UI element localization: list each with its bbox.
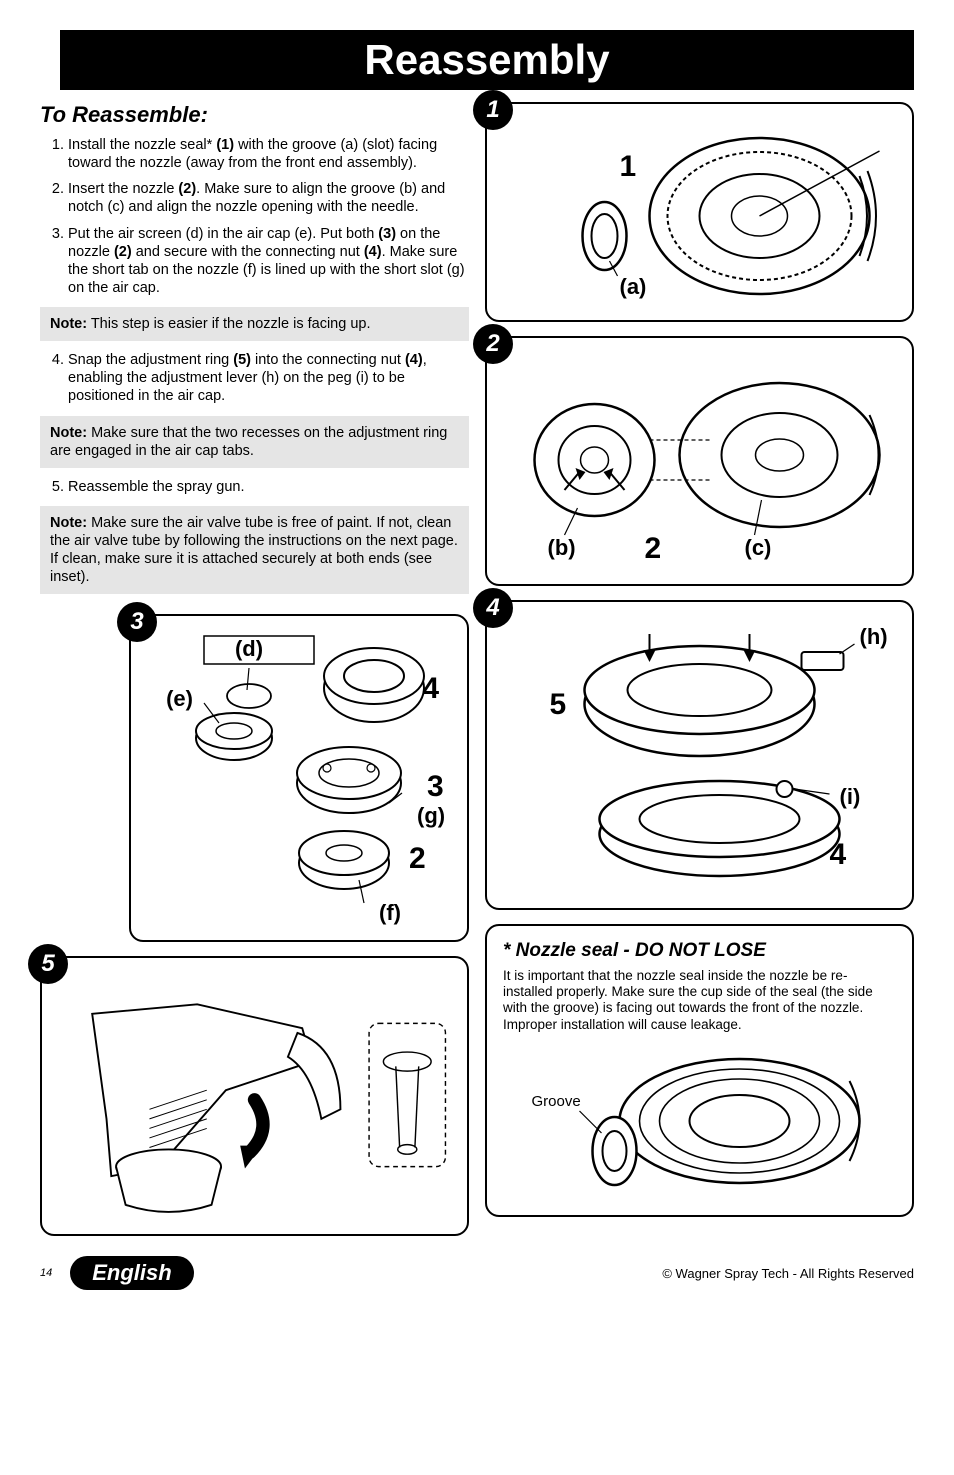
figure-1-svg: 1 (a) <box>499 116 900 306</box>
figure-badge-1: 1 <box>473 90 513 130</box>
step-5: Reassemble the spray gun. <box>68 478 469 496</box>
label-2p: 2 <box>409 842 426 875</box>
label-5: 5 <box>550 688 567 721</box>
step-list-a: Install the nozzle seal* (1) with the gr… <box>40 136 469 297</box>
note-2-prefix: Note: <box>50 425 87 441</box>
note-1-body: This step is easier if the nozzle is fac… <box>87 316 370 332</box>
figure-4-svg: (h) 5 (i) 4 <box>499 614 900 894</box>
subheading: To Reassemble: <box>40 102 469 128</box>
label-f: (f) <box>379 900 401 925</box>
step-1: Install the nozzle seal* (1) with the gr… <box>68 136 469 172</box>
note-3-prefix: Note: <box>50 515 87 531</box>
step-3: Put the air screen (d) in the air cap (e… <box>68 225 469 298</box>
note-3-body: Make sure the air valve tube is free of … <box>50 515 458 585</box>
figure-5-svg <box>54 970 455 1220</box>
figure-3-svg: (d) (e) 4 3 (g) 2 (f) <box>149 628 449 928</box>
label-g: (g) <box>417 803 445 828</box>
figure-badge-2: 2 <box>473 324 513 364</box>
page-footer: 14 English © Wagner Spray Tech - All Rig… <box>40 1256 914 1290</box>
label-e: (e) <box>166 686 193 711</box>
step-list-c: Reassemble the spray gun. <box>40 478 469 496</box>
note-3: Note: Make sure the air valve tube is fr… <box>40 506 469 595</box>
label-2: 2 <box>645 532 662 565</box>
label-h: (h) <box>860 624 888 649</box>
figure-panel-5: 5 <box>40 956 469 1236</box>
label-d: (d) <box>235 636 263 661</box>
page-number: 14 <box>40 1267 52 1279</box>
label-4b: 4 <box>830 838 847 871</box>
figure-badge-4: 4 <box>473 588 513 628</box>
callout-heading: * Nozzle seal - DO NOT LOSE <box>503 940 896 962</box>
note-1: Note: This step is easier if the nozzle … <box>40 307 469 341</box>
figure-panel-4: 4 <box>485 600 914 910</box>
figure-panel-2: 2 <box>485 336 914 586</box>
step-2: Insert the nozzle (2). Make sure to alig… <box>68 180 469 216</box>
callout-text: It is important that the nozzle seal ins… <box>503 968 896 1033</box>
label-i: (i) <box>840 784 861 809</box>
copyright: © Wagner Spray Tech - All Rights Reserve… <box>662 1266 914 1281</box>
figure-panel-3: 3 <box>129 614 469 942</box>
note-2-body: Make sure that the two recesses on the a… <box>50 425 447 459</box>
language-pill: English <box>70 1256 193 1290</box>
note-2: Note: Make sure that the two recesses on… <box>40 416 469 468</box>
nozzle-seal-svg: Groove <box>503 1041 896 1201</box>
label-4: 4 <box>422 672 439 705</box>
label-3p: 3 <box>427 770 444 803</box>
instructions-column: To Reassemble: Install the nozzle seal* … <box>40 102 469 1236</box>
figure-2-svg: (b) 2 (c) <box>499 350 900 570</box>
label-a: (a) <box>620 274 647 299</box>
note-1-prefix: Note: <box>50 316 87 332</box>
label-1: 1 <box>620 150 637 183</box>
label-c: (c) <box>745 535 772 560</box>
figure-panel-1: 1 1 (a) <box>485 102 914 322</box>
label-b: (b) <box>548 535 576 560</box>
figures-column: 1 1 (a) <box>485 102 914 1236</box>
step-list-b: Snap the adjustment ring (5) into the co… <box>40 351 469 405</box>
section-title: Reassembly <box>40 30 914 90</box>
nozzle-seal-callout: * Nozzle seal - DO NOT LOSE It is import… <box>485 924 914 1217</box>
groove-label: Groove <box>532 1093 581 1110</box>
step-4: Snap the adjustment ring (5) into the co… <box>68 351 469 405</box>
